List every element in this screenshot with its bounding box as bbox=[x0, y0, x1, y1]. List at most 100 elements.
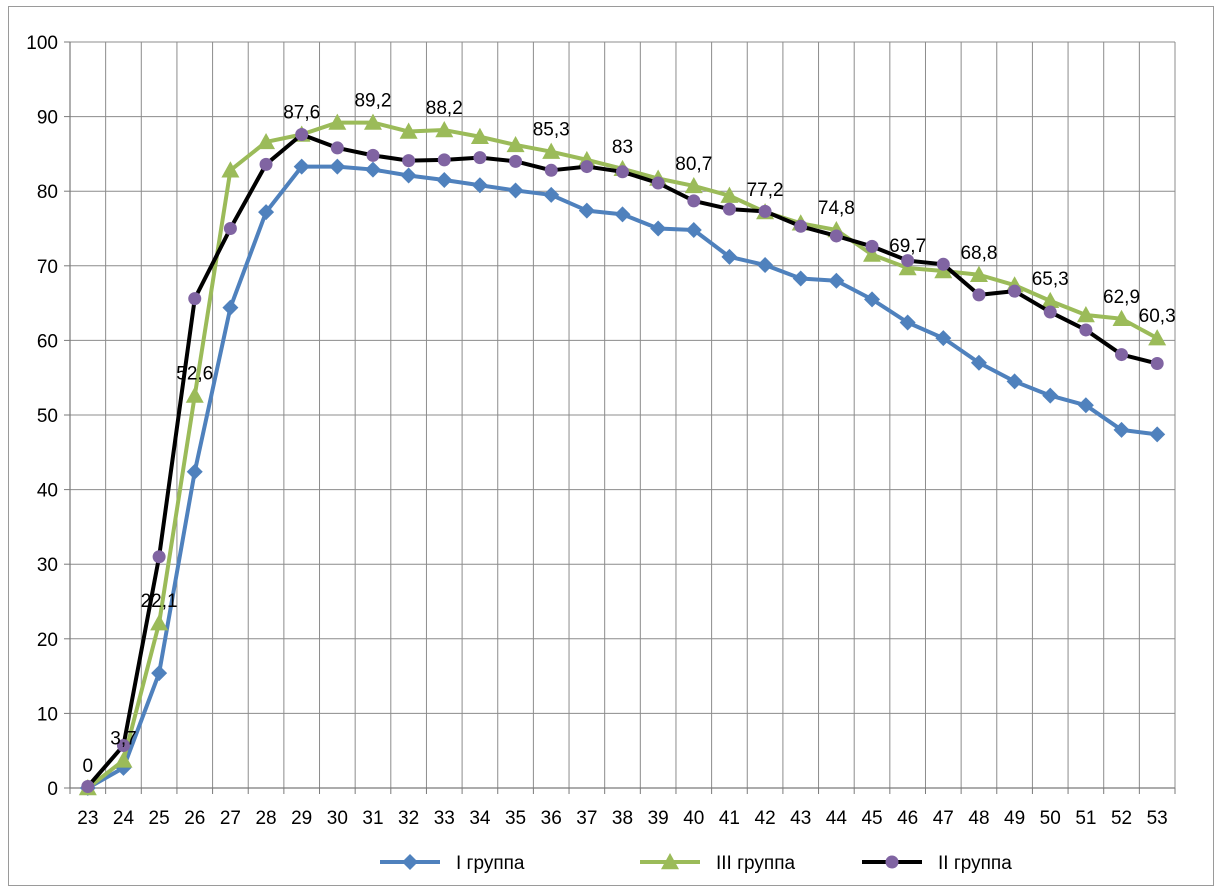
data-point bbox=[151, 665, 168, 682]
data-point bbox=[366, 148, 380, 162]
legend-label: III группа bbox=[716, 853, 795, 874]
x-tick-label: 27 bbox=[220, 808, 241, 829]
data-point bbox=[223, 222, 237, 235]
data-point bbox=[437, 153, 451, 167]
data-point bbox=[399, 122, 418, 139]
x-tick-label: 36 bbox=[541, 808, 562, 829]
data-point bbox=[685, 221, 702, 238]
data-point bbox=[936, 257, 950, 271]
series-group bbox=[78, 113, 1167, 796]
data-point bbox=[720, 186, 739, 203]
x-tick-label: 28 bbox=[255, 808, 276, 829]
data-label: 77,2 bbox=[747, 180, 784, 201]
data-point bbox=[330, 141, 344, 155]
data-point bbox=[616, 165, 629, 179]
x-tick-label: 49 bbox=[1004, 808, 1025, 829]
y-tick-label: 100 bbox=[26, 33, 58, 54]
x-tick-label: 25 bbox=[149, 808, 170, 829]
data-point bbox=[543, 186, 560, 203]
legend-marker bbox=[885, 855, 899, 869]
data-point bbox=[828, 272, 845, 289]
data-point bbox=[792, 270, 809, 287]
x-tick-label: 50 bbox=[1040, 808, 1061, 829]
data-point bbox=[863, 245, 882, 262]
data-label: 83 bbox=[612, 137, 633, 158]
data-point bbox=[1115, 348, 1129, 362]
data-point bbox=[507, 182, 524, 199]
data-point bbox=[1077, 397, 1094, 414]
data-point bbox=[542, 142, 561, 159]
x-tick-label: 38 bbox=[612, 808, 633, 829]
x-tick-label: 43 bbox=[790, 808, 811, 829]
data-point bbox=[506, 135, 525, 153]
data-point bbox=[295, 128, 309, 142]
axes bbox=[64, 41, 1176, 794]
data-point bbox=[544, 163, 558, 177]
data-label: 68,8 bbox=[960, 243, 997, 264]
x-tick-label: 45 bbox=[861, 808, 882, 829]
data-point bbox=[1112, 309, 1131, 326]
data-label: 69,7 bbox=[889, 236, 926, 257]
data-point bbox=[1113, 421, 1130, 438]
y-tick-label: 50 bbox=[37, 406, 58, 427]
data-point bbox=[1076, 306, 1095, 323]
x-tick-label: 53 bbox=[1147, 808, 1168, 829]
data-labels: 0 3,7 22,1 52,6 87,6 89,2 88,2 85,3 83 80,7 77,2 74… bbox=[83, 91, 1176, 777]
data-point bbox=[150, 614, 169, 631]
x-tick-label: 39 bbox=[648, 808, 669, 829]
x-tick-label: 51 bbox=[1075, 808, 1096, 829]
legend-item: II группа bbox=[862, 853, 1012, 874]
data-point bbox=[329, 158, 346, 175]
data-point bbox=[898, 259, 917, 276]
x-tick-label: 40 bbox=[683, 808, 704, 829]
data-point bbox=[899, 314, 916, 331]
data-label: 74,8 bbox=[818, 198, 855, 219]
data-point bbox=[1042, 387, 1059, 404]
data-point bbox=[794, 219, 808, 233]
data-label: 62,9 bbox=[1103, 287, 1140, 308]
x-tick-label: 48 bbox=[968, 808, 989, 829]
x-tick-label: 34 bbox=[469, 808, 491, 829]
chart-frame bbox=[8, 6, 1214, 886]
data-point bbox=[901, 254, 915, 268]
data-point bbox=[969, 265, 988, 282]
data-label: 60,3 bbox=[1139, 306, 1176, 327]
data-point bbox=[258, 204, 275, 221]
legend-label: I группа bbox=[456, 853, 525, 874]
data-point bbox=[1150, 357, 1164, 371]
data-point bbox=[650, 220, 667, 237]
data-label: 87,6 bbox=[283, 103, 320, 124]
series-1 bbox=[79, 158, 1166, 796]
data-point bbox=[436, 172, 453, 189]
legend-marker bbox=[661, 853, 679, 870]
data-point bbox=[363, 113, 382, 130]
y-tick-label: 40 bbox=[37, 481, 58, 502]
y-tick-label: 80 bbox=[37, 182, 58, 203]
data-point bbox=[614, 206, 631, 223]
data-point bbox=[935, 330, 952, 347]
data-point bbox=[470, 127, 489, 144]
data-point bbox=[1008, 284, 1022, 298]
data-point bbox=[684, 176, 703, 194]
data-point bbox=[400, 167, 417, 184]
data-point bbox=[114, 751, 133, 768]
x-tick-label: 35 bbox=[505, 808, 526, 829]
legend-marker bbox=[402, 854, 418, 870]
data-point bbox=[580, 160, 594, 174]
x-tick-label: 44 bbox=[826, 808, 848, 829]
x-tick-label: 32 bbox=[398, 808, 419, 829]
data-point bbox=[1148, 329, 1167, 346]
legend-item: I группа bbox=[380, 853, 525, 874]
data-point bbox=[152, 550, 166, 564]
data-point bbox=[722, 202, 736, 216]
data-point bbox=[328, 113, 347, 130]
data-label: 88,2 bbox=[426, 98, 463, 119]
series-3 bbox=[81, 128, 1164, 794]
data-point bbox=[758, 204, 772, 218]
y-tick-label: 10 bbox=[37, 704, 58, 725]
y-tick-label: 70 bbox=[37, 257, 58, 278]
data-point bbox=[293, 158, 310, 175]
data-point bbox=[578, 202, 595, 219]
data-point bbox=[687, 194, 701, 208]
